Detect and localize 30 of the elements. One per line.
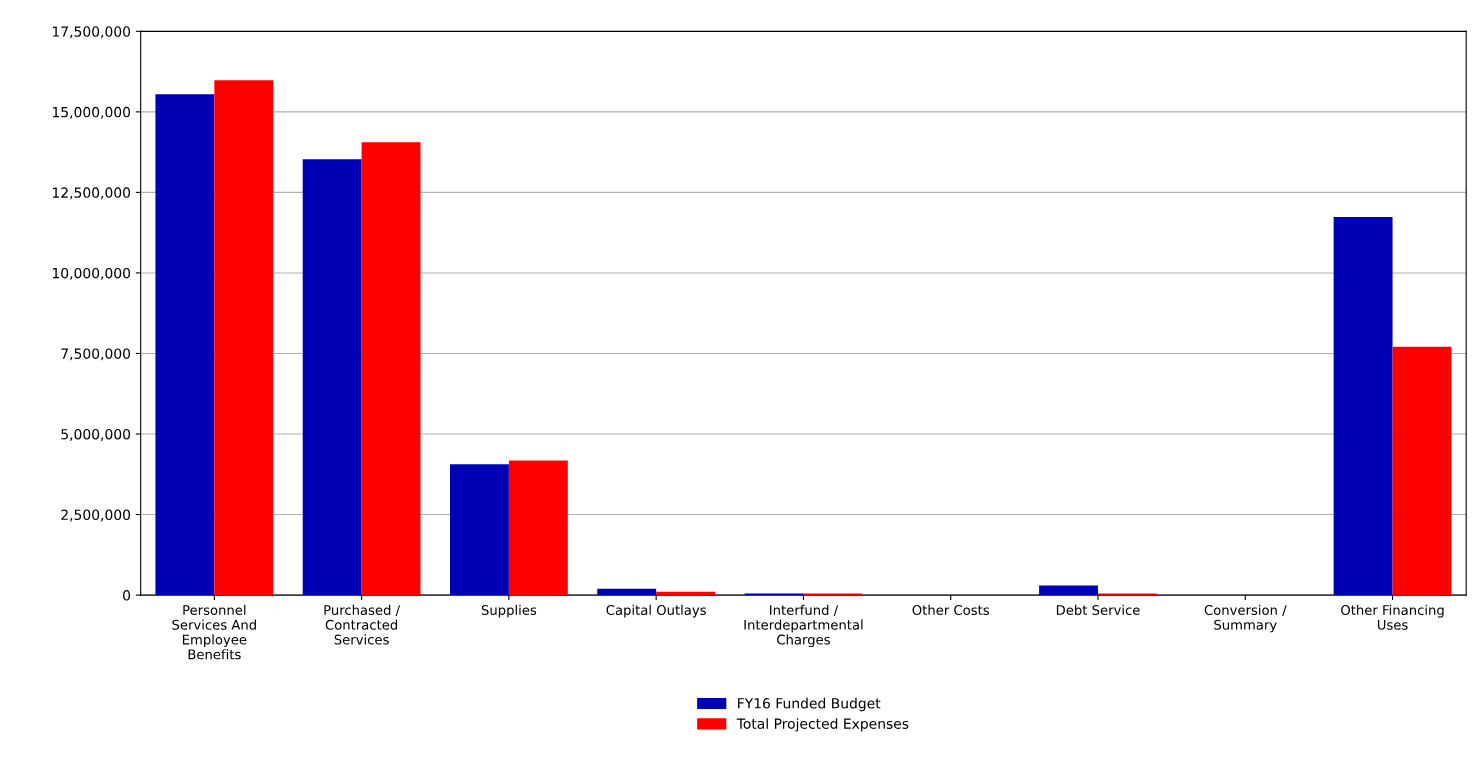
bar xyxy=(1333,216,1393,596)
bar xyxy=(155,94,215,596)
y-tick-label: 7,500,000 xyxy=(61,348,131,361)
x-tick-label: Interfund / Interdepartmental Charges xyxy=(744,604,863,648)
bar xyxy=(449,464,509,596)
x-tick-label: Conversion / Summary xyxy=(1204,604,1287,633)
bar xyxy=(656,591,716,596)
x-tick-label: Debt Service xyxy=(1056,604,1140,616)
y-tick-label: 17,500,000 xyxy=(52,26,131,39)
legend-label: Total Projected Expenses xyxy=(736,718,909,732)
legend-label: FY16 Funded Budget xyxy=(738,697,881,712)
y-tick-label: 10,000,000 xyxy=(52,267,131,280)
x-tick-label: Capital Outlays xyxy=(606,604,706,618)
y-tick-label: 2,500,000 xyxy=(61,509,131,522)
y-tick-label: 0 xyxy=(123,590,131,601)
y-tick-label: 12,500,000 xyxy=(52,187,131,200)
x-tick-label: Personnel Services And Employee Benefits xyxy=(172,604,256,660)
bar xyxy=(1392,346,1452,596)
bar xyxy=(361,142,421,596)
y-tick-label: 5,000,000 xyxy=(61,428,131,441)
bar xyxy=(214,80,274,596)
y-tick-label: 15,000,000 xyxy=(52,106,131,119)
bar xyxy=(508,460,568,596)
bar xyxy=(1039,585,1098,596)
bar xyxy=(597,588,657,596)
x-tick-label: Supplies xyxy=(481,604,537,618)
x-tick-label: Purchased / Contracted Services xyxy=(324,604,401,645)
bar xyxy=(302,159,362,596)
x-tick-label: Other Costs xyxy=(912,604,990,616)
x-tick-label: Other Financing Uses xyxy=(1341,604,1444,630)
